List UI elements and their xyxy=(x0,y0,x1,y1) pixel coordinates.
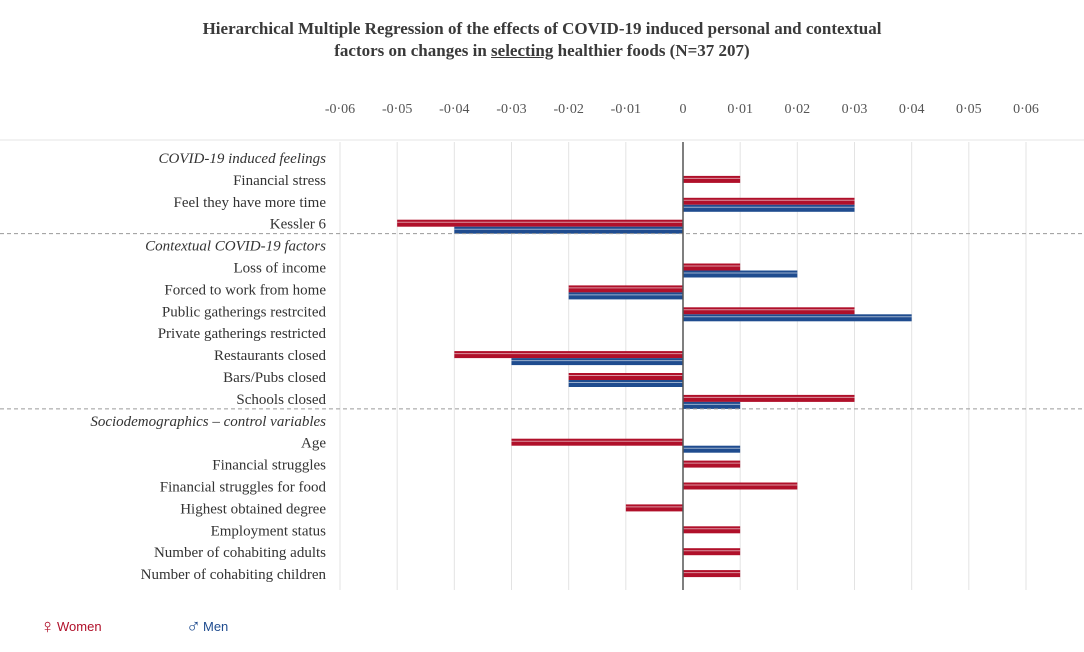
row-label: Restaurants closed xyxy=(214,348,327,364)
x-tick-label: -0·02 xyxy=(554,102,584,117)
x-tick-label: -0·05 xyxy=(382,102,412,117)
bar-women xyxy=(683,482,798,490)
group-heading: COVID-19 induced feelings xyxy=(159,151,327,167)
bar-men xyxy=(683,314,912,322)
row-label: Private gatherings restricted xyxy=(158,326,327,342)
row-label: Financial struggles xyxy=(212,458,326,474)
bar-women xyxy=(683,175,741,183)
row-label: Number of cohabiting adults xyxy=(154,545,326,561)
legend-label: Men xyxy=(203,619,229,634)
x-tick-label: 0 xyxy=(680,102,687,117)
row-label: Highest obtained degree xyxy=(180,501,326,517)
title-line-1: Hierarchical Multiple Regression of the … xyxy=(202,19,882,38)
row-label: Age xyxy=(301,436,326,452)
bar-women xyxy=(683,570,741,578)
bar-women xyxy=(683,307,855,315)
x-tick-label: 0·02 xyxy=(784,102,810,117)
row-label: Schools closed xyxy=(236,392,326,408)
bar-women xyxy=(683,460,741,468)
bar-women xyxy=(568,373,683,380)
group-heading: Sociodemographics – control variables xyxy=(90,414,326,430)
bar-men xyxy=(683,204,855,212)
bar-women xyxy=(683,394,855,402)
legend-item-women: ♀ Women xyxy=(40,616,102,639)
x-tick-label: -0·06 xyxy=(325,102,355,117)
x-tick-label: 0·06 xyxy=(1013,102,1039,117)
title-line-2: factors on changes in selecting healthie… xyxy=(334,41,750,60)
bar-men xyxy=(568,380,683,387)
bar-men xyxy=(511,358,683,366)
bar-women xyxy=(683,548,741,556)
bar-women xyxy=(568,285,683,293)
female-symbol-icon: ♀ xyxy=(40,616,55,638)
group-heading: Contextual COVID-19 factors xyxy=(145,239,326,255)
bar-men xyxy=(454,226,683,234)
x-tick-label: 0·04 xyxy=(899,102,925,117)
legend-item-men: ♂ Men xyxy=(186,616,228,639)
bar-women xyxy=(625,504,683,512)
male-symbol-icon: ♂ xyxy=(186,616,201,638)
bar-women xyxy=(511,438,683,446)
row-label: Number of cohabiting children xyxy=(141,567,327,583)
row-label: Loss of income xyxy=(234,261,327,277)
x-tick-label: -0·04 xyxy=(439,102,469,117)
bar-women xyxy=(683,263,741,271)
bar-men xyxy=(683,445,741,453)
row-label: Forced to work from home xyxy=(164,282,326,298)
chart-plot: -0·06 -0·05 -0·04 -0·03 -0·02 -0·01 0 0·01 0·02 0… xyxy=(0,102,1084,590)
row-label: Kessler 6 xyxy=(270,217,327,233)
x-tick-label: -0·03 xyxy=(496,102,526,117)
row-label: Bars/Pubs closed xyxy=(223,370,326,386)
bar-women xyxy=(683,526,741,534)
x-tick-label: 0·05 xyxy=(956,102,982,117)
chart-title: Hierarchical Multiple Regression of the … xyxy=(0,18,1084,62)
bar-women xyxy=(397,219,683,227)
row-label: Financial stress xyxy=(233,173,326,189)
x-tick-label: 0·01 xyxy=(727,102,753,117)
row-label: Employment status xyxy=(211,523,327,539)
bar-men xyxy=(568,292,683,300)
bar-women xyxy=(454,351,683,359)
legend-label: Women xyxy=(57,619,102,634)
x-tick-label: -0·01 xyxy=(611,102,641,117)
bar-men xyxy=(683,270,798,278)
row-label: Feel they have more time xyxy=(174,195,327,211)
row-label: Financial struggles for food xyxy=(160,480,327,496)
row-label: Public gatherings restrcited xyxy=(162,304,327,320)
bar-women xyxy=(683,197,855,205)
bar-men xyxy=(683,401,741,409)
x-tick-label: 0·03 xyxy=(842,102,868,117)
